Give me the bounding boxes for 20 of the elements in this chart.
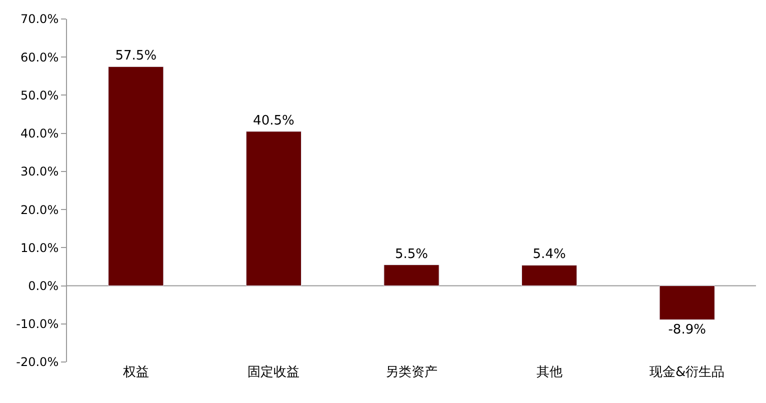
x-tick-label: 固定收益 xyxy=(248,365,300,380)
x-tick-label: 权益 xyxy=(122,365,149,380)
y-tick-label: -20.0% xyxy=(16,355,59,370)
x-tick-label: 另类资产 xyxy=(386,365,438,380)
y-tick-label: 20.0% xyxy=(20,202,59,217)
data-label: 40.5% xyxy=(253,113,294,128)
y-tick-label: 70.0% xyxy=(20,12,59,26)
y-tick-label: 50.0% xyxy=(20,88,59,102)
y-tick-label: -10.0% xyxy=(16,317,59,332)
data-label: 57.5% xyxy=(115,48,157,64)
x-tick-label: 现金&衍生品 xyxy=(650,365,725,380)
y-tick-label: 10.0% xyxy=(20,240,59,255)
y-tick-label: 40.0% xyxy=(20,126,59,141)
y-tick-label: 60.0% xyxy=(20,50,59,64)
y-tick-label: 0.0% xyxy=(28,278,59,293)
data-label: -8.9% xyxy=(668,322,706,338)
data-label: 5.4% xyxy=(532,247,566,262)
x-tick-label: 其他 xyxy=(536,365,562,380)
y-tick-label: 30.0% xyxy=(20,164,59,179)
data-label: 5.5% xyxy=(394,246,428,262)
